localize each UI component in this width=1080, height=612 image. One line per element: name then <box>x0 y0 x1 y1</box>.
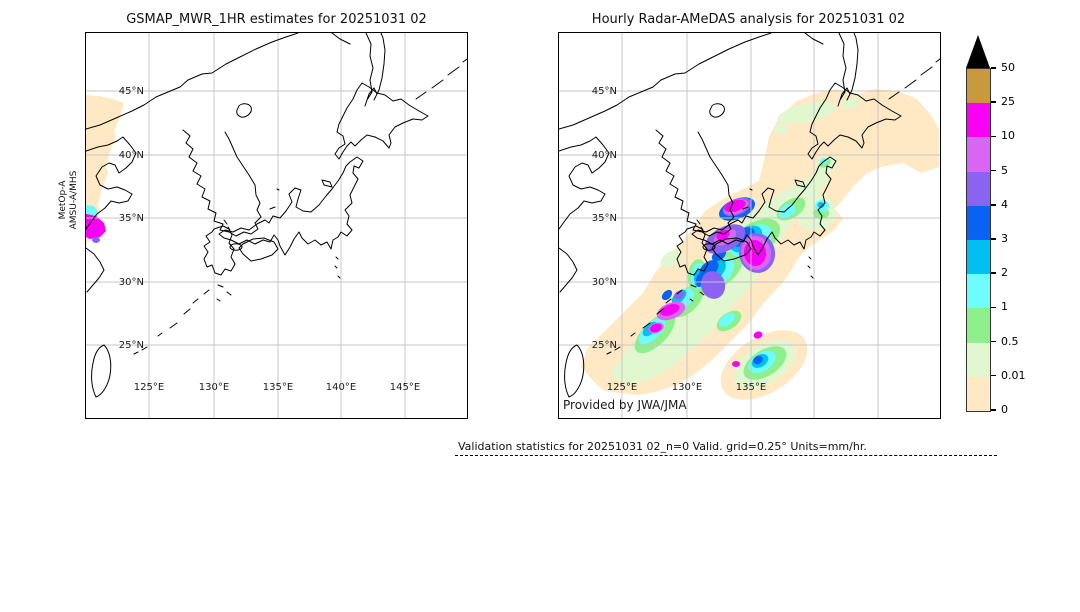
data-credit: Provided by JWA/JMA <box>563 398 687 412</box>
colorbar-tick-label: 2 <box>991 267 1026 279</box>
precipitation-layer-radar <box>581 89 939 400</box>
svg-text:40°N: 40°N <box>592 150 617 161</box>
colorbar-tick-label: 50 <box>991 62 1026 74</box>
satellite-sensor-label: MetOp-A AMSU-A/MHS <box>58 148 80 252</box>
axis-labels-right-panel: 45°N 40°N 35°N 30°N 25°N 125°E 130°E 135… <box>592 86 766 393</box>
colorbar-tick-label: 4 <box>991 198 1026 211</box>
svg-text:30°N: 30°N <box>592 277 617 288</box>
gsmap-map-panel: 45°N 40°N 35°N 30°N 25°N 125°E 130°E 135… <box>85 32 468 419</box>
right-panel-title: Hourly Radar-AMeDAS analysis for 2025103… <box>591 12 906 27</box>
colorbar-segment <box>967 137 990 172</box>
radar-amedas-map-panel: 45°N 40°N 35°N 30°N 25°N 125°E 130°E 135… <box>558 32 941 419</box>
colorbar-tick-label: 0.01 <box>991 369 1026 382</box>
svg-text:145°E: 145°E <box>390 382 420 393</box>
svg-text:125°E: 125°E <box>134 382 164 393</box>
colorbar-tick-label: 0 <box>991 403 1026 416</box>
colorbar-overflow-arrow-icon <box>966 35 990 68</box>
colorbar-tick-label: 25 <box>991 96 1026 108</box>
colorbar-tick-label: 10 <box>991 130 1026 142</box>
axis-labels-left-panel: 45°N 40°N 35°N 30°N 25°N 125°E 130°E 135… <box>119 86 420 393</box>
svg-text:130°E: 130°E <box>672 382 702 393</box>
dashed-divider <box>455 455 997 456</box>
colorbar-segment <box>967 205 990 241</box>
colorbar-segment <box>967 69 990 104</box>
svg-text:35°N: 35°N <box>592 213 617 224</box>
svg-text:25°N: 25°N <box>119 340 144 351</box>
svg-text:35°N: 35°N <box>119 213 144 224</box>
svg-text:25°N: 25°N <box>592 340 617 351</box>
colorbar-segment <box>967 376 990 412</box>
colorbar-segment <box>967 308 990 343</box>
svg-text:125°E: 125°E <box>607 382 637 393</box>
colorbar-segment <box>967 342 990 377</box>
svg-text:130°E: 130°E <box>199 382 229 393</box>
colorbar-tick-label: 3 <box>991 232 1026 245</box>
colorbar-tick-label: 1 <box>991 301 1026 313</box>
radar-amedas-map: 45°N 40°N 35°N 30°N 25°N 125°E 130°E 135… <box>559 33 940 418</box>
colorbar-segment <box>967 103 990 138</box>
precipitation-layer-gsmap <box>86 95 124 245</box>
svg-text:40°N: 40°N <box>119 150 144 161</box>
colorbar-tick-label: 0.5 <box>991 335 1026 348</box>
svg-text:135°E: 135°E <box>736 382 766 393</box>
svg-text:30°N: 30°N <box>119 277 144 288</box>
satellite-name: MetOp-A <box>58 180 68 220</box>
svg-text:140°E: 140°E <box>326 382 356 393</box>
colorbar-segment <box>967 274 990 309</box>
validation-statistics-text: Validation statistics for 20251031 02_n=… <box>458 440 867 453</box>
svg-text:45°N: 45°N <box>592 86 617 97</box>
colorbar-segment <box>967 171 990 206</box>
colorbar-tick-label: 5 <box>991 164 1026 177</box>
colorbar-tick-labels: 50 25 10 5 4 3 2 1 0.5 0.01 0 <box>991 62 1026 416</box>
svg-text:135°E: 135°E <box>263 382 293 393</box>
sensor-name: AMSU-A/MHS <box>69 170 79 230</box>
gsmap-map: 45°N 40°N 35°N 30°N 25°N 125°E 130°E 135… <box>86 33 467 418</box>
colorbar <box>966 68 991 412</box>
colorbar-segment <box>967 240 990 275</box>
svg-text:45°N: 45°N <box>119 86 144 97</box>
left-panel-title: GSMAP_MWR_1HR estimates for 20251031 02 <box>126 12 427 27</box>
